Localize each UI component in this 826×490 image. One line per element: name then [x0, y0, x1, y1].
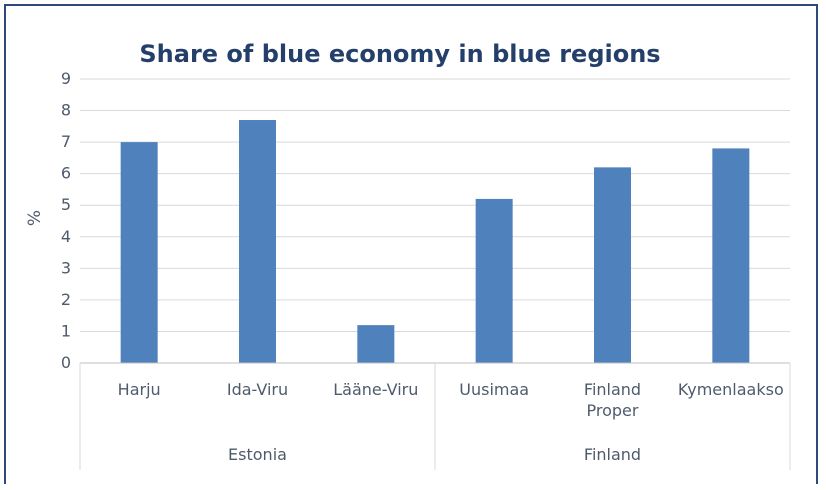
bar: [594, 167, 631, 363]
x-category-label: Uusimaa: [459, 380, 529, 399]
y-tick-label: 3: [61, 258, 71, 277]
x-category-label: Ida-Viru: [227, 380, 288, 399]
y-tick-label: 2: [61, 290, 71, 309]
bar: [712, 148, 750, 363]
bar: [120, 142, 158, 363]
y-tick-label: 6: [61, 164, 71, 183]
bars: [120, 120, 750, 364]
group-label: Finland: [584, 445, 641, 464]
x-category-label: Harju: [118, 380, 161, 399]
y-tick-label: 8: [61, 101, 71, 120]
gridlines: [80, 78, 790, 332]
chart-title: Share of blue economy in blue regions: [139, 40, 660, 68]
y-tick-label: 7: [61, 132, 71, 151]
bar: [475, 198, 513, 363]
bar: [239, 120, 276, 364]
y-axis-label: %: [25, 210, 45, 226]
x-category-label: Proper: [587, 401, 639, 420]
bar: [357, 325, 395, 363]
y-tick-label: 1: [61, 321, 71, 340]
group-label: Estonia: [228, 445, 287, 464]
y-tick-label: 5: [61, 195, 71, 214]
axes: 0 1 2 3 4 5 6 7 8 9 Harju Ida-Viru Lääne-Viru Uusimaa…: [61, 69, 791, 470]
y-tick-label: 0: [61, 353, 71, 372]
x-category-label: Kymenlaakso: [678, 380, 784, 399]
y-tick-label: 9: [61, 69, 71, 88]
x-category-label: Finland: [584, 380, 641, 399]
y-tick-label: 4: [61, 227, 71, 246]
x-category-label: Lääne-Viru: [333, 380, 418, 399]
chart-frame: [4, 4, 818, 484]
